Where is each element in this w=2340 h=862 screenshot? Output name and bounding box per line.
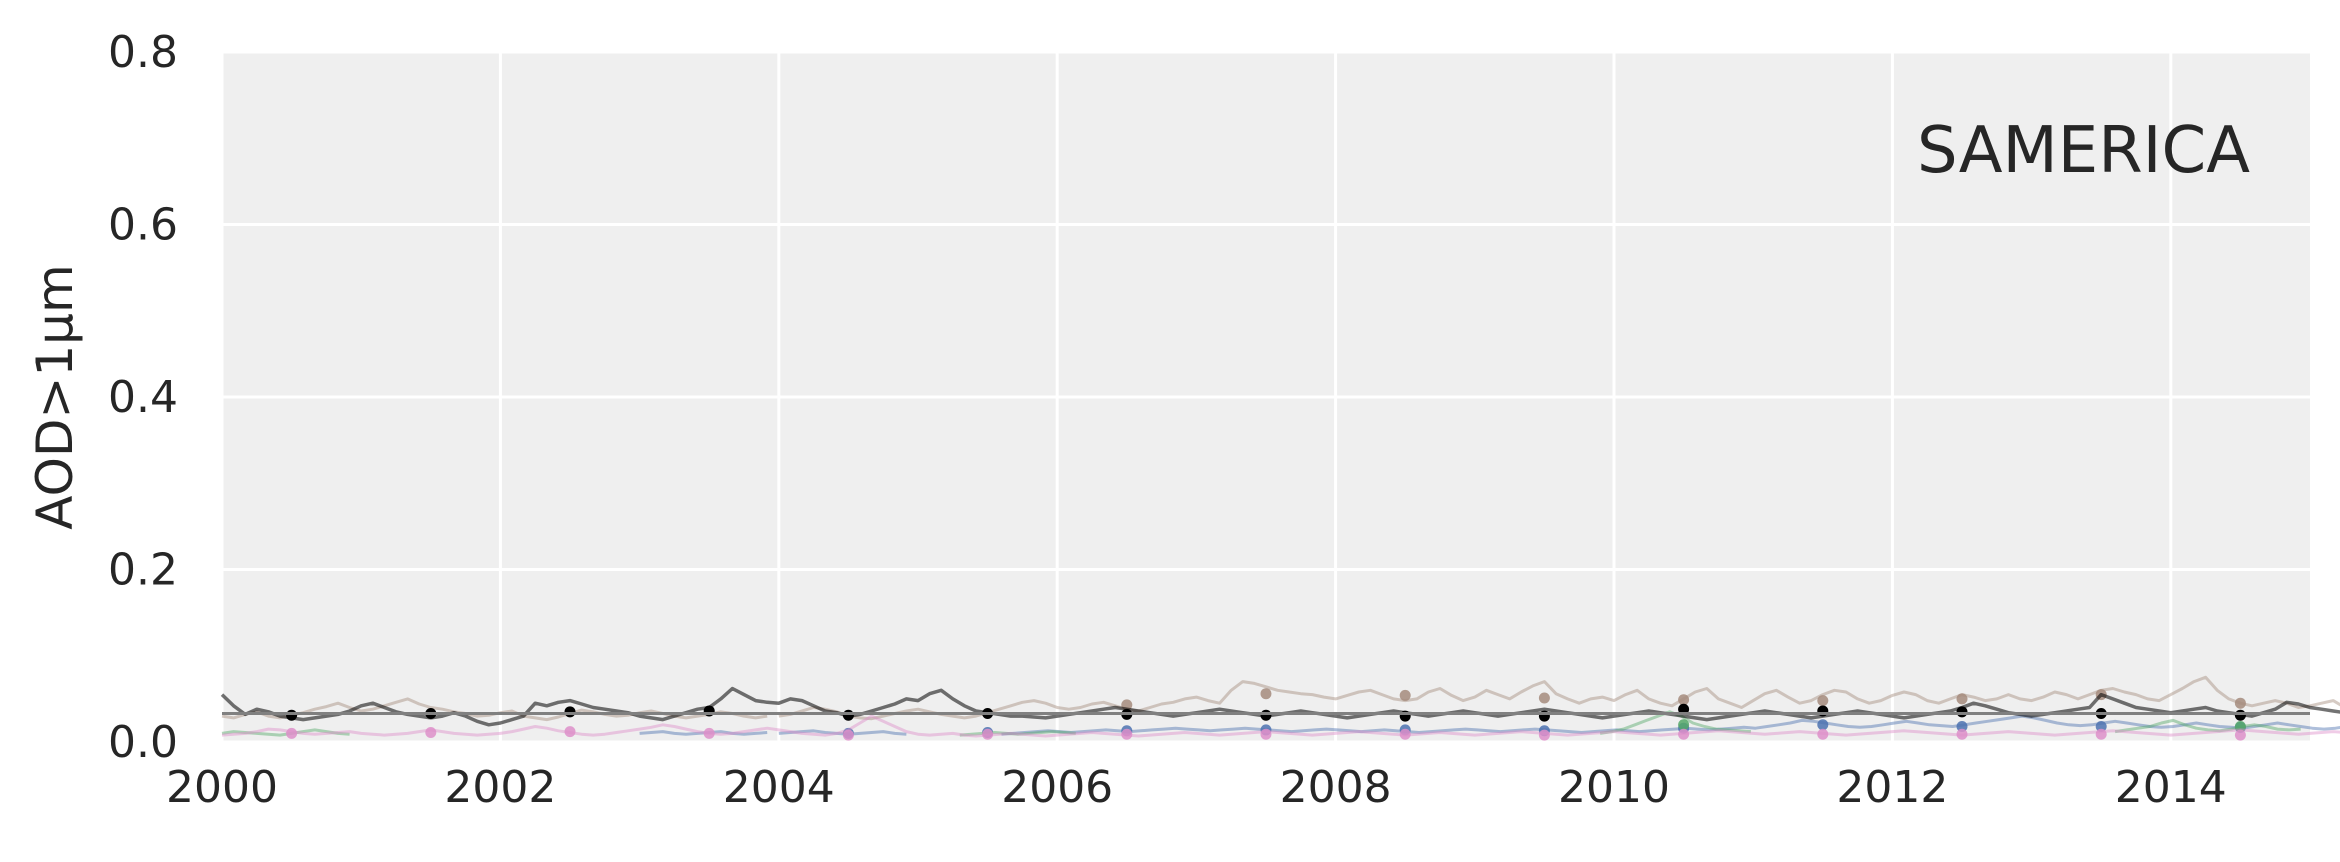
- annual-mean-point: [1956, 706, 1968, 718]
- region-annotation: SAMERICA: [1917, 114, 2250, 188]
- y-tick-label: 0.8: [108, 27, 178, 78]
- series-line: [221, 714, 2340, 738]
- x-tick-label: 2008: [1280, 762, 1392, 813]
- annual-mean-point: [1121, 728, 1133, 740]
- y-tick-label: 0.2: [108, 545, 178, 596]
- series-line: [639, 730, 768, 736]
- annual-mean-point: [286, 727, 298, 739]
- annual-mean-point: [1956, 720, 1968, 732]
- annual-mean-point: [564, 726, 576, 738]
- annual-mean-point: [1956, 728, 1968, 740]
- y-tick-label: 0.0: [108, 717, 178, 768]
- annual-mean-point: [1678, 728, 1690, 740]
- annual-mean-point: [1260, 709, 1272, 721]
- series: [221, 714, 2340, 741]
- annual-mean-point: [1678, 703, 1690, 715]
- annual-mean-point: [842, 709, 854, 721]
- x-tick-label: 2010: [1558, 762, 1670, 813]
- series-line: [959, 730, 1076, 737]
- series-line: [778, 729, 907, 736]
- annual-mean-point: [1538, 692, 1550, 704]
- annual-mean-point: [1678, 694, 1690, 706]
- annual-mean-point: [1956, 693, 1968, 705]
- annual-mean-point: [1817, 728, 1829, 740]
- annual-mean-point: [564, 706, 576, 718]
- series-line: [778, 675, 2340, 721]
- y-tick-label: 0.6: [108, 200, 178, 251]
- annual-mean-point: [2234, 720, 2246, 732]
- x-tick-label: 2000: [166, 762, 278, 813]
- y-tick-label: 0.4: [108, 372, 178, 423]
- x-tick-label: 2014: [2115, 762, 2227, 813]
- annual-mean-point: [2234, 709, 2246, 721]
- x-tick-label: 2002: [444, 762, 556, 813]
- annual-mean-point: [286, 709, 298, 721]
- annual-mean-point: [1678, 719, 1690, 731]
- tick-labels: 2000 2002 2004 2006 2008 2010 2012 2014 0.0 0.2 0.…: [108, 27, 2227, 813]
- annual-mean-point: [1399, 728, 1411, 740]
- series-line: [1001, 714, 2340, 736]
- annual-mean-point: [982, 728, 994, 740]
- annual-mean-point: [1817, 719, 1829, 731]
- annual-mean-point: [1260, 728, 1272, 740]
- annual-mean-point: [842, 729, 854, 741]
- annual-mean-point: [1260, 688, 1272, 700]
- annual-mean-point: [1399, 689, 1411, 701]
- annual-mean-point: [2095, 728, 2107, 740]
- series-line: [221, 728, 350, 737]
- x-tick-label: 2004: [723, 762, 835, 813]
- annual-mean-point: [1538, 729, 1550, 741]
- gridlines: [220, 50, 2310, 744]
- annual-mean-point: [1817, 695, 1829, 707]
- annual-mean-point: [2234, 729, 2246, 741]
- annual-mean-point: [2095, 720, 2107, 732]
- annual-mean-point: [703, 727, 715, 739]
- x-tick-label: 2012: [1836, 762, 1948, 813]
- x-tick-label: 2006: [1001, 762, 1113, 813]
- y-axis-label: AOD>1µm: [26, 264, 84, 529]
- series-line: [2114, 718, 2301, 734]
- annual-mean-point: [425, 727, 437, 739]
- annual-mean-point: [2234, 697, 2246, 709]
